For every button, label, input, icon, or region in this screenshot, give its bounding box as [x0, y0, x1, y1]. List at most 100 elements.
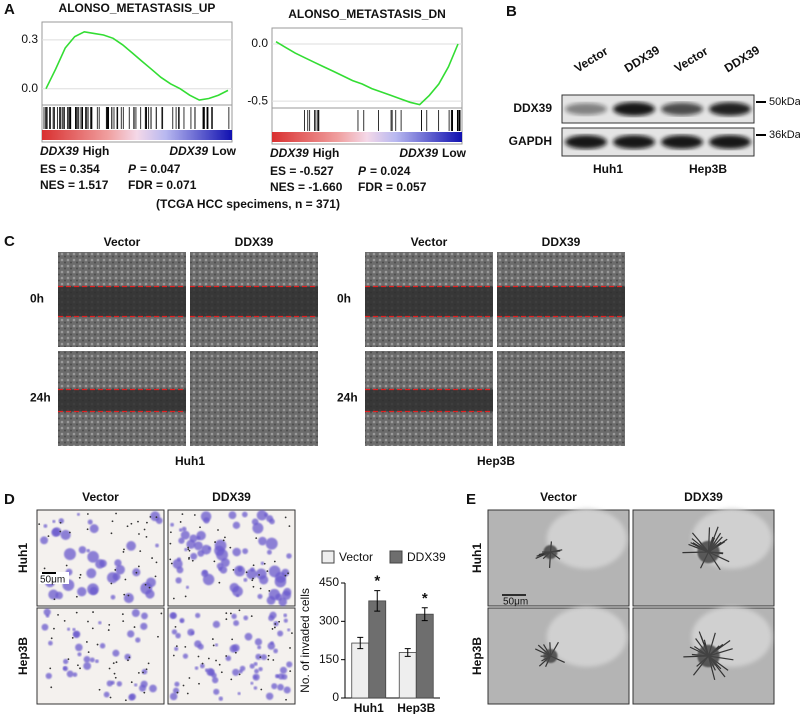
pore [86, 513, 89, 515]
pore [151, 557, 153, 559]
bar [351, 642, 370, 699]
pore [75, 611, 78, 614]
pore [65, 564, 68, 567]
cell [260, 561, 265, 565]
chart-title: ALONSO_METASTASIS_DN [288, 7, 446, 21]
gene-name: DDX39 [40, 144, 79, 158]
cell [99, 643, 106, 649]
pore [252, 564, 255, 567]
pore [169, 542, 172, 545]
cell [43, 608, 51, 616]
cell [139, 684, 147, 692]
lane-label: DDX39 [622, 43, 663, 76]
pore [273, 560, 276, 563]
cell [268, 588, 281, 601]
pore [143, 691, 146, 694]
group-label: Huh1 [175, 454, 205, 468]
pore [197, 655, 200, 658]
pore [87, 620, 89, 623]
rank-bar [272, 132, 462, 142]
y-tick-label: 0.0 [251, 36, 268, 50]
pore [133, 626, 136, 628]
column-label: DDX39 [542, 235, 581, 249]
pore [207, 657, 210, 660]
cell [218, 696, 224, 701]
pore [155, 516, 158, 519]
cell [231, 613, 237, 620]
cell [206, 668, 215, 676]
pore [252, 577, 254, 580]
cell [200, 511, 212, 522]
pore [50, 637, 53, 640]
pore [199, 526, 201, 529]
pore [289, 670, 292, 673]
wound-image [190, 351, 318, 446]
pore [217, 529, 219, 531]
cell [277, 683, 284, 691]
pore [68, 531, 71, 534]
cell [72, 627, 76, 632]
cell [277, 673, 285, 680]
wound-image [497, 351, 625, 446]
panel-label: D [4, 491, 15, 508]
pore [229, 546, 232, 549]
row-label: Huh1 [470, 543, 484, 573]
pore [78, 576, 81, 579]
pore [273, 626, 276, 629]
cell [112, 649, 120, 657]
blot-band [661, 135, 703, 149]
pore [43, 567, 46, 570]
cell [116, 681, 123, 687]
pore [182, 684, 185, 687]
cell [170, 612, 177, 619]
pore [145, 535, 148, 538]
cell [287, 628, 291, 632]
pore [260, 688, 263, 691]
column-label: Vector [411, 235, 448, 249]
p-symbol: P [358, 164, 367, 178]
cell [83, 655, 91, 663]
pore [53, 627, 55, 630]
pore [214, 541, 216, 543]
cell [72, 672, 78, 677]
pore [59, 530, 62, 533]
cell [241, 511, 248, 518]
pore [184, 645, 187, 648]
row-label: GAPDH [509, 134, 552, 148]
cell [254, 638, 263, 646]
pore [225, 612, 228, 615]
cell [195, 612, 201, 619]
pore [110, 532, 113, 535]
cell [110, 594, 116, 600]
scale-label: 50μm [503, 597, 528, 608]
pore [255, 537, 258, 539]
cell [253, 661, 258, 666]
pore [79, 573, 82, 576]
pore [145, 668, 148, 671]
pore [149, 515, 152, 518]
cell [128, 694, 135, 701]
pore [137, 565, 140, 568]
pore [113, 672, 116, 675]
cell [179, 617, 185, 624]
x-tick-label: Hep3B [397, 701, 435, 714]
gene-name: DDX39 [399, 146, 438, 160]
pore [284, 574, 287, 577]
significance: * [374, 573, 380, 590]
column-label: Vector [82, 490, 119, 504]
cell [189, 534, 198, 543]
pore [114, 676, 117, 679]
pore [186, 692, 189, 695]
cell [126, 541, 136, 551]
pore [179, 521, 182, 523]
cell [232, 668, 240, 676]
lane-label: Vector [572, 44, 611, 75]
cell [106, 680, 113, 687]
blot-band [565, 103, 607, 115]
p-value: P = 0.047 [128, 162, 181, 176]
cell [95, 559, 105, 569]
chart-title: ALONSO_METASTASIS_UP [59, 1, 216, 15]
pore [38, 523, 41, 526]
cell [283, 587, 292, 596]
cell [277, 630, 284, 637]
